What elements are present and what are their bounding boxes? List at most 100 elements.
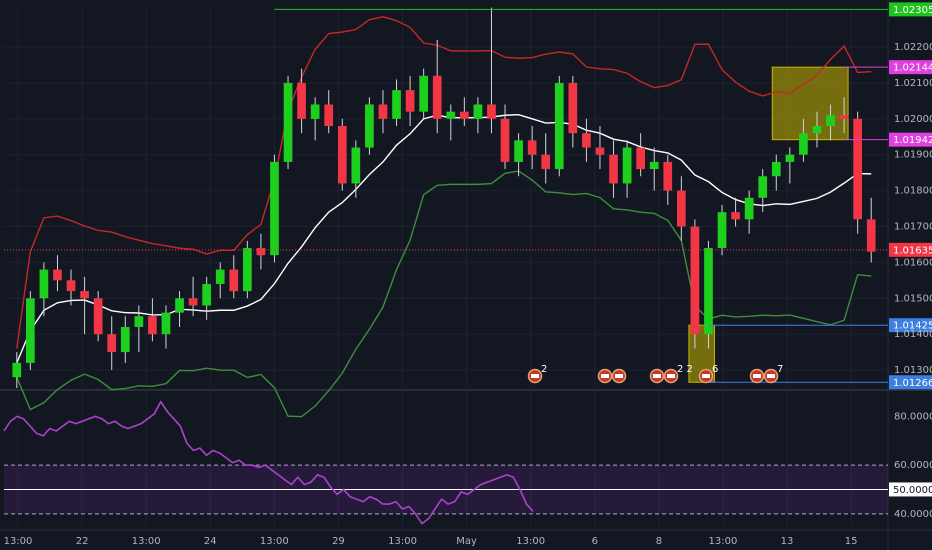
price-tick-label: 1.01900 xyxy=(894,150,932,161)
time-tick-label: 13:00 xyxy=(388,536,417,547)
highlight-zone xyxy=(771,66,849,141)
event-flag-stripe xyxy=(531,374,539,378)
candle-body xyxy=(175,298,184,313)
level-tag xyxy=(889,132,932,147)
candle-body xyxy=(148,316,157,335)
event-markers: 2 2 2 6 7 xyxy=(527,364,783,384)
candle-body xyxy=(392,90,401,119)
candle-body xyxy=(161,312,171,335)
time-tick-label: 13:00 xyxy=(709,536,738,547)
candle-body xyxy=(283,82,293,162)
price-tick-label: 1.01400 xyxy=(894,329,932,340)
event-flag-stripe xyxy=(601,374,609,378)
candle-body xyxy=(663,161,673,191)
event-count-label: 7 xyxy=(777,364,783,375)
event-flag-stripe xyxy=(615,374,623,378)
candle-body xyxy=(649,161,659,170)
candle-body xyxy=(514,140,523,162)
level-tag xyxy=(889,2,932,17)
candle-body xyxy=(799,133,808,155)
event-count-label: 2 2 xyxy=(677,364,693,375)
price-tick-label: 1.01300 xyxy=(894,365,932,376)
event-count-label: 2 xyxy=(541,364,547,375)
moving-averages xyxy=(16,16,872,418)
event-flag-stripe xyxy=(702,374,710,378)
candle-body xyxy=(324,104,334,127)
candle-body xyxy=(80,291,89,299)
candle-body xyxy=(758,176,768,198)
candle-body xyxy=(365,104,374,148)
indicator-pane: 50.0000 xyxy=(3,400,932,525)
candle-body xyxy=(39,269,49,299)
candle-body xyxy=(582,133,591,148)
candle-body xyxy=(419,75,428,112)
candle-body xyxy=(202,283,211,306)
price-tick-label: 1.02100 xyxy=(894,78,932,89)
candle-body xyxy=(690,226,700,335)
candle-body xyxy=(337,126,347,184)
candle-body xyxy=(446,111,456,119)
event-flag-stripe xyxy=(753,374,761,378)
time-tick-label: 15 xyxy=(845,536,858,547)
candle-body xyxy=(731,212,740,220)
time-tick-label: 13:00 xyxy=(132,536,161,547)
candlesticks xyxy=(12,7,876,388)
candle-body xyxy=(26,298,35,363)
candle-body xyxy=(839,115,849,119)
time-tick-label: 6 xyxy=(592,536,598,547)
candle-body xyxy=(432,75,442,119)
time-axis: 13:00 22 13:00 24 13:00 29 13:00 May 13:00 6 8 13:0… xyxy=(4,536,858,547)
time-tick-label: 8 xyxy=(656,536,662,547)
ma-upper-line xyxy=(16,16,872,349)
candle-body xyxy=(771,161,781,177)
price-axis: 1.02200 1.02100 1.02000 1.01900 1.01800 1.017… xyxy=(894,42,932,520)
level-tag-label: 1.02144 xyxy=(893,63,932,74)
time-tick-label: May xyxy=(456,536,477,547)
candle-body xyxy=(554,82,564,170)
candle-body xyxy=(636,147,645,170)
level-tag-label: 1.01266 xyxy=(893,378,932,389)
candle-body xyxy=(107,334,117,353)
candle-body xyxy=(229,269,239,292)
time-tick-label: 29 xyxy=(332,536,345,547)
candle-body xyxy=(541,154,551,170)
time-tick-label: 24 xyxy=(204,536,217,547)
level-tag-label: 1.01942 xyxy=(893,135,932,146)
candle-body xyxy=(622,147,632,184)
event-count-label: 6 xyxy=(712,364,718,375)
time-tick-label: 13:00 xyxy=(260,536,289,547)
candle-body xyxy=(405,90,415,112)
candle-body xyxy=(53,269,62,281)
time-tick-label: 13:00 xyxy=(516,536,545,547)
event-flag-stripe xyxy=(667,374,675,378)
indicator-value-tag xyxy=(889,482,932,497)
indicator-value-label: 50.0000 xyxy=(893,485,932,496)
ma-lower-line xyxy=(16,170,872,418)
candle-body xyxy=(215,269,225,284)
candle-body xyxy=(310,104,320,119)
candle-body xyxy=(487,104,496,119)
event-flag-stripe xyxy=(653,374,661,378)
candle-body xyxy=(270,161,279,256)
indicator-tick-label: 80.0000 xyxy=(894,411,932,422)
time-tick-label: 13:00 xyxy=(4,536,33,547)
event-flag-stripe xyxy=(767,374,775,378)
price-tick-label: 1.02200 xyxy=(894,42,932,53)
time-tick-label: 22 xyxy=(76,536,89,547)
horizontal-levels: 1.02305 1.02144 1.01942 1.01425 1.01266 1.016… xyxy=(4,2,932,390)
level-tag xyxy=(889,60,932,75)
candle-body xyxy=(866,219,876,252)
time-tick-label: 13 xyxy=(781,536,794,547)
indicator-tick-label: 60.0000 xyxy=(894,460,932,471)
price-tick-label: 1.01700 xyxy=(894,222,932,233)
candle-body xyxy=(66,280,76,292)
candle-body xyxy=(12,362,22,378)
candle-body xyxy=(460,111,469,119)
candle-body xyxy=(256,248,266,256)
indicator-tick-label: 40.0000 xyxy=(894,509,932,520)
level-tag xyxy=(889,375,932,390)
candle-body xyxy=(527,140,537,155)
candle-body xyxy=(568,82,578,134)
